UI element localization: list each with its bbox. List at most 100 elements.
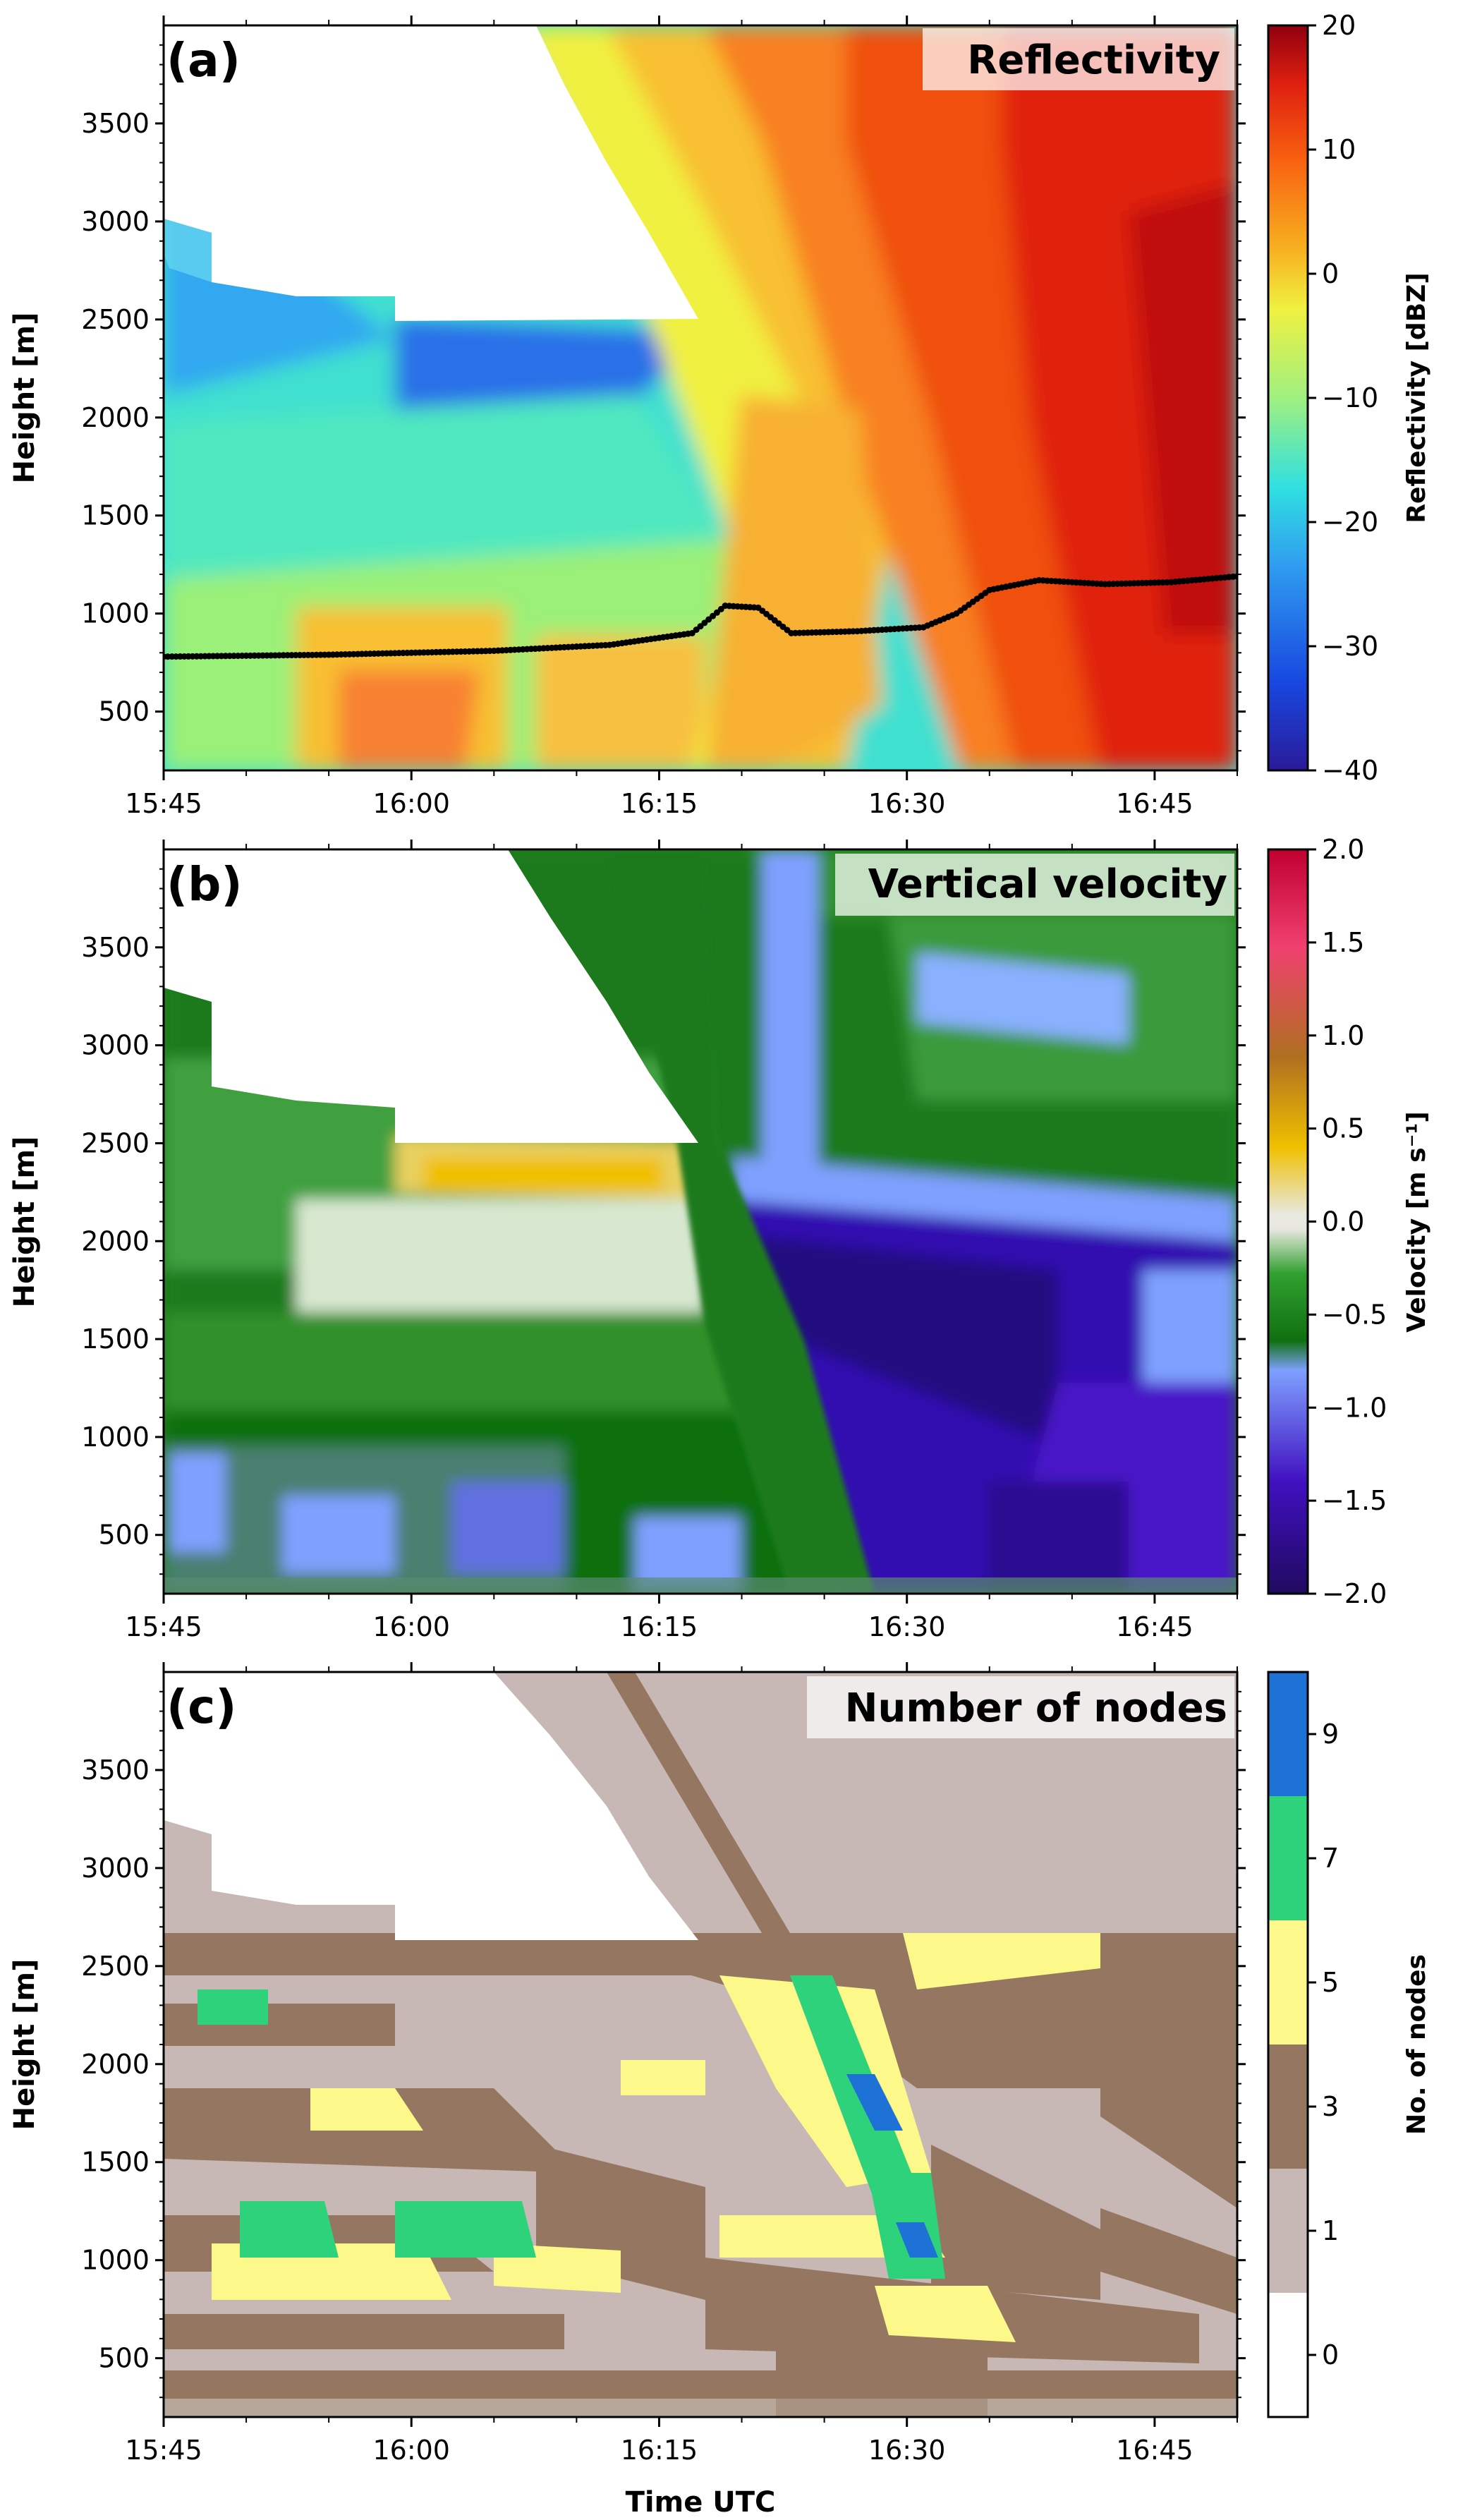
x-tick-label: 16:45: [1116, 788, 1193, 819]
panel-label-c: (c): [166, 1680, 236, 1734]
y-axis-label-a: Height [m]: [8, 313, 41, 484]
panel-title-b: Vertical velocity: [868, 861, 1227, 907]
y-tick-label: 3500: [81, 108, 150, 139]
y-tick-label: 2500: [81, 304, 150, 335]
x-tick-label: 16:30: [868, 1611, 946, 1642]
colorbar-level: [1268, 1796, 1308, 1920]
colorbar-tick-label: −30: [1322, 631, 1378, 662]
y-tick-label: 500: [98, 696, 150, 727]
y-tick-label: 3000: [81, 206, 150, 237]
colorbar-tick-label: 1: [1322, 2215, 1339, 2246]
panel-vertical-velocity: 500 1000 1500 2000 2500 3000 3500 15:45 16:00 16:…: [8, 834, 1431, 1642]
panel-label-bg-c: [165, 1673, 247, 1731]
no-signal-region: [164, 25, 698, 321]
x-tick-label: 15:45: [125, 2435, 202, 2466]
x-axis-label: Time UTC: [626, 2486, 776, 2519]
y-tick-label: 3500: [81, 932, 150, 963]
y-tick-label: 3000: [81, 1030, 150, 1061]
colorbar-level: [1268, 1672, 1308, 1796]
cloud-base-markers: [164, 573, 1237, 660]
colorbar-label-c: No. of nodes: [1402, 1954, 1431, 2135]
colorbar-level: [1268, 2169, 1308, 2293]
colorbar-label-a: Reflectivity [dBZ]: [1402, 272, 1431, 523]
colorbar-tick-label: 5: [1322, 1967, 1339, 1998]
velocity-heatmap: [164, 849, 1237, 1594]
y-tick-label: 2500: [81, 1127, 150, 1158]
y-tick-label: 2000: [81, 402, 150, 433]
axis-ticks-a: 500 1000 1500 2000 2500 3000 3500 15:45 16:00 16:…: [81, 16, 1246, 819]
colorbar-tick-label: 9: [1322, 1719, 1339, 1750]
x-tick-label: 16:30: [868, 788, 946, 819]
y-tick-label: 2000: [81, 1225, 150, 1256]
x-tick-label: 16:00: [372, 1611, 450, 1642]
x-tick-label: 16:00: [372, 788, 450, 819]
colorbar-tick-label: 0: [1322, 258, 1339, 289]
no-signal-region-b: [164, 849, 698, 1143]
panel-reflectivity: 500 1000 1500 2000 2500 3000 3500 15:45 16:00 16:…: [8, 10, 1431, 819]
colorbar-tick-label: −20: [1322, 507, 1378, 538]
y-axis-label-c: Height [m]: [8, 1959, 41, 2131]
panel-label-a: (a): [166, 33, 241, 87]
colorbar-level: [1268, 1920, 1308, 2045]
axis-ticks-c: 500 1000 1500 2000 2500 3000 3500 15:45 16:00 16:…: [81, 1662, 1246, 2466]
x-tick-label: 16:00: [372, 2435, 450, 2466]
reflectivity-heatmap: [164, 25, 1237, 770]
x-tick-label: 15:45: [125, 1611, 202, 1642]
panel-title-c: Number of nodes: [845, 1685, 1227, 1731]
x-tick-label: 16:45: [1116, 1611, 1193, 1642]
colorbar-tick-label: −1.0: [1322, 1392, 1387, 1423]
colorbar-reflectivity: 20 10 0 −10 −20 −30 −40 Reflectivity [dBZ]: [1267, 10, 1431, 786]
axis-ticks-b: 500 1000 1500 2000 2500 3000 3500 15:45 16:00 16:…: [81, 840, 1246, 1642]
panel-title-bg-b: [835, 854, 1234, 916]
y-axis-label-b: Height [m]: [8, 1137, 41, 1308]
x-tick-label: 16:30: [868, 2435, 946, 2466]
colorbar-tick-label: 0.0: [1322, 1206, 1364, 1237]
colorbar-tick-label: 1.5: [1322, 927, 1364, 958]
colorbar-tick-label: 10: [1322, 134, 1356, 165]
panel-title-bg-a: [923, 28, 1234, 90]
y-tick-label: 500: [98, 1520, 150, 1551]
colorbar-tick-label: −0.5: [1322, 1299, 1387, 1330]
x-tick-label: 16:15: [621, 2435, 698, 2466]
y-tick-label: 1000: [81, 598, 150, 629]
colorbar-tick-label: −2.0: [1322, 1578, 1387, 1609]
panel-number-of-nodes: 500 1000 1500 2000 2500 3000 3500 15:45 16:00 16:…: [8, 1662, 1431, 2466]
y-tick-label: 1000: [81, 2245, 150, 2276]
nodes-heatmap: [164, 1672, 1237, 2417]
colorbar-tick-label: 2.0: [1322, 834, 1364, 865]
colorbar-level: [1268, 2045, 1308, 2169]
y-tick-label: 1500: [81, 500, 150, 531]
x-tick-label: 16:15: [621, 788, 698, 819]
panel-label-b: (b): [166, 857, 243, 911]
y-tick-label: 2000: [81, 2049, 150, 2080]
colorbar-tick-label: 7: [1322, 1843, 1339, 1874]
colorbar-tick-label: −10: [1322, 382, 1378, 413]
x-tick-label: 16:45: [1116, 2435, 1193, 2466]
colorbar-tick-label: −1.5: [1322, 1485, 1387, 1516]
colorbar-tick-label: 1.0: [1322, 1020, 1364, 1051]
y-tick-label: 3000: [81, 1853, 150, 1884]
panel-label-bg-a: [165, 27, 247, 85]
colorbar-tick-label: 0: [1322, 2339, 1339, 2370]
y-tick-label: 500: [98, 2343, 150, 2374]
panel-title-a: Reflectivity: [967, 37, 1220, 83]
y-tick-label: 2500: [81, 1951, 150, 1982]
colorbar-nodes: 0 1 3 5 7 9 No. of nodes: [1267, 1671, 1431, 2418]
colorbar-label-b: Velocity [m s⁻¹]: [1402, 1111, 1431, 1332]
y-tick-label: 1500: [81, 2147, 150, 2178]
colorbar-level: [1268, 2293, 1308, 2417]
panel-label-bg-b: [165, 851, 247, 909]
no-signal-region-c: [164, 1672, 698, 1940]
colorbar-tick-label: 20: [1322, 10, 1356, 41]
y-tick-label: 1000: [81, 1422, 150, 1453]
colorbar-velocity: 2.0 1.5 1.0 0.5 0.0 −0.5 −1.0 −1.5 −2.0 Velocity…: [1267, 834, 1431, 1609]
y-tick-label: 1500: [81, 1323, 150, 1355]
y-tick-label: 3500: [81, 1755, 150, 1786]
colorbar-tick-label: 3: [1322, 2091, 1339, 2122]
panel-title-bg-c: [807, 1676, 1234, 1738]
x-tick-label: 16:15: [621, 1611, 698, 1642]
colorbar-tick-label: −40: [1322, 755, 1378, 786]
colorbar-tick-label: 0.5: [1322, 1113, 1364, 1144]
x-tick-label: 15:45: [125, 788, 202, 819]
